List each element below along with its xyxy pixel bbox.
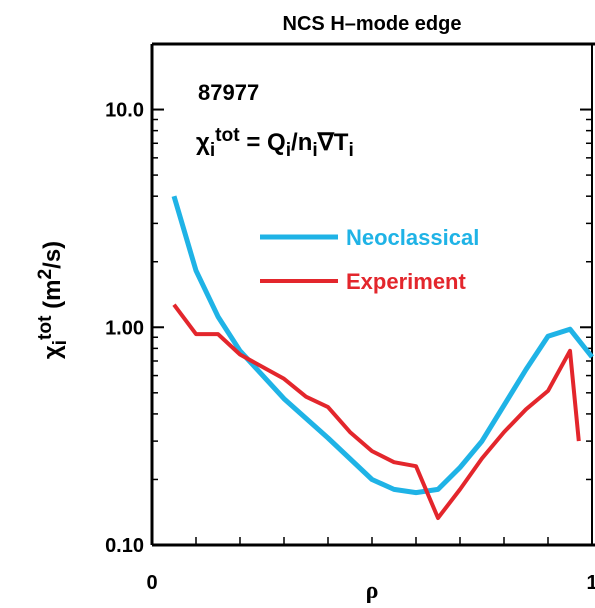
text-part: i (50, 340, 71, 345)
annotation: 87977 (198, 80, 259, 105)
text-part: (m (39, 280, 66, 316)
text-part: tot (35, 315, 56, 340)
formula: χitot = Qi/ni∇Ti (196, 125, 354, 160)
text-part: i (210, 140, 215, 161)
y-axis-label: χitot (m2/s) (35, 241, 70, 359)
chart-title: NCS H–mode edge (283, 13, 462, 35)
text-part: χ (39, 345, 66, 359)
text-part: 2 (35, 269, 56, 280)
data-line (172, 303, 581, 520)
x-tick-label: 1 (586, 572, 595, 594)
text-part: /s) (39, 241, 66, 269)
text-part: = Q (240, 129, 286, 156)
y-tick-label: 0.10 (105, 535, 144, 557)
text-part: tot (215, 125, 240, 146)
text-part: /n (291, 129, 312, 156)
text-part: i (312, 140, 317, 161)
x-tick-label: 0 (146, 572, 157, 594)
x-axis-label: ρ (366, 578, 379, 604)
legend-label: Experiment (346, 269, 466, 294)
y-tick-label: 1.00 (105, 317, 144, 339)
text-part: ∇T (317, 129, 349, 156)
text-part: i (286, 140, 291, 161)
text-part: i (348, 140, 353, 161)
y-tick-label: 10.0 (105, 100, 144, 122)
data-line (171, 195, 594, 496)
legend-label: Neoclassical (346, 225, 479, 250)
text-part: χ (196, 129, 210, 156)
